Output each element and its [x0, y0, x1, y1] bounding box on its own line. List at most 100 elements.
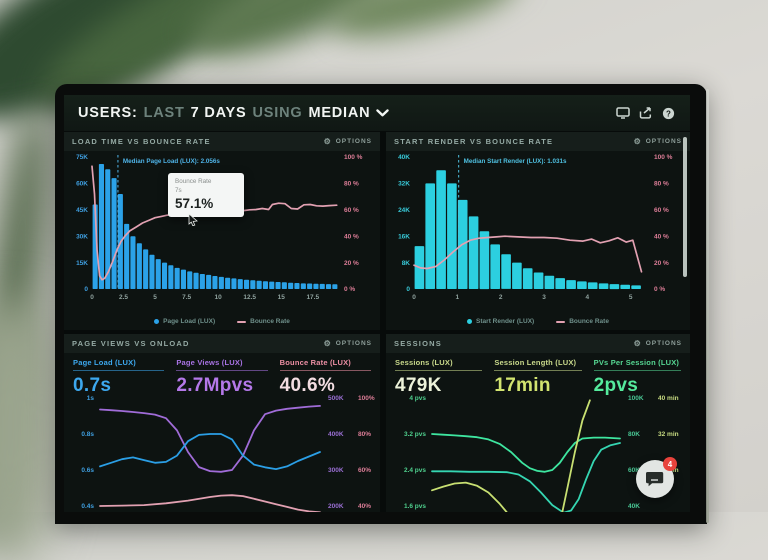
pageviews_onload-canvas: 1s 500K 100% 0.8s 400K 80% 0.6s 300K 60% 0.4s 200K… — [81, 395, 375, 512]
histogram-bar — [522, 268, 533, 289]
panel-title: LOAD TIME VS BOUNCE RATE — [72, 137, 211, 146]
legend-item[interactable]: Start Render (LUX) — [467, 318, 534, 325]
histogram-bar — [136, 243, 142, 289]
axis-tick: 4 — [586, 294, 590, 301]
axis-tick: 45K — [76, 207, 88, 214]
metric-label: Session Length (LUX) — [494, 358, 577, 367]
chat-widget-button[interactable]: 4 — [636, 457, 677, 498]
options-button[interactable]: ⚙ OPTIONS — [634, 339, 682, 348]
options-button[interactable]: ⚙ OPTIONS — [324, 339, 372, 348]
axis-tick: 1s — [87, 395, 95, 402]
histogram-bar — [436, 170, 446, 289]
legend-item[interactable]: Bounce Rate — [237, 318, 290, 325]
axis-tick: 16K — [398, 233, 410, 240]
axis-tick: 2 — [499, 294, 503, 301]
axis-tick: 80 % — [654, 181, 669, 188]
histogram-bar — [111, 178, 117, 289]
histogram-bar — [288, 282, 294, 289]
header-icon-group: ? — [615, 106, 676, 121]
histogram-bar — [447, 183, 457, 289]
axis-tick: 60K — [76, 181, 88, 188]
histogram-bar — [180, 269, 186, 289]
panel-header: PAGE VIEWS VS ONLOAD ⚙ OPTIONS — [64, 334, 380, 353]
axis-tick: 75K — [76, 154, 88, 161]
axis-tick: 30K — [76, 233, 88, 240]
metric-page-views: Page Views (LUX) 2.7Mpvs — [176, 358, 268, 396]
histogram-bar — [244, 279, 250, 289]
axis-tick: 0 — [84, 286, 88, 293]
axis-tick: 3 — [542, 294, 546, 301]
metric-value: 17min — [494, 375, 551, 396]
histogram-bar — [313, 283, 319, 289]
laptop-bezel: USERS: LAST 7 DAYS USING MEDIAN — [55, 84, 709, 524]
histogram-bar — [250, 280, 256, 289]
metric-label: Page Views (LUX) — [176, 358, 243, 367]
histogram-bar — [105, 169, 111, 289]
histogram-bar — [206, 274, 212, 289]
panel-start-render: START RENDER VS BOUNCE RATE ⚙ OPTIONS 40… — [386, 132, 690, 330]
gear-icon: ⚙ — [633, 136, 642, 146]
options-label: OPTIONS — [335, 138, 372, 145]
axis-tick: 1.6 pvs — [404, 503, 426, 510]
axis-tick: 100 % — [654, 154, 673, 161]
bounce-rate-line — [413, 235, 643, 273]
axis-tick: 60 % — [344, 207, 359, 214]
series-line — [431, 433, 621, 473]
load-time-chart: Bounce Rate 7s 57.1% 75K 60K 45K 30K 15K 0 100… — [64, 151, 380, 308]
legend-item[interactable]: Bounce Rate — [556, 318, 609, 325]
chevron-down-icon[interactable] — [376, 109, 390, 117]
axis-tick: 0.4s — [81, 503, 94, 510]
legend-label: Bounce Rate — [250, 318, 290, 325]
svg-text:?: ? — [666, 109, 671, 118]
axis-tick: 300K — [328, 467, 344, 474]
histogram-bar — [174, 267, 180, 289]
histogram-bar — [326, 284, 332, 289]
metric-divider — [395, 370, 483, 371]
panel-page-views: PAGE VIEWS VS ONLOAD ⚙ OPTIONS Page Load… — [64, 334, 380, 512]
share-icon[interactable] — [638, 106, 653, 121]
mouse-cursor-icon — [188, 214, 198, 226]
title-median: MEDIAN — [308, 105, 371, 121]
metric-sessions: Sessions (LUX) 479K — [395, 358, 483, 396]
axis-tick: 60% — [358, 467, 371, 474]
histogram-bar — [479, 231, 490, 290]
axis-tick: 100K — [628, 395, 644, 402]
axis-tick: 100% — [358, 395, 375, 402]
display-icon[interactable] — [615, 106, 630, 121]
options-button[interactable]: ⚙ OPTIONS — [324, 137, 372, 146]
axis-tick: 12.5 — [243, 294, 256, 301]
histogram-bar — [237, 279, 243, 289]
axis-tick: 60 % — [654, 207, 669, 214]
start_render-canvas: 40K 32K 24K 16K 8K 0 100 % 80 % 60 % 40 % 20 % 0 % 0… — [398, 154, 673, 301]
axis-tick: 40 % — [654, 233, 669, 240]
axis-tick: 20 % — [344, 260, 359, 267]
legend-item[interactable]: Page Load (LUX) — [154, 318, 215, 325]
histogram-bar — [533, 272, 544, 289]
histogram-bar — [566, 280, 576, 289]
axis-tick: 2.5 — [119, 294, 128, 301]
options-button[interactable]: ⚙ OPTIONS — [633, 136, 682, 146]
vertical-scrollbar[interactable] — [683, 137, 687, 277]
metric-divider — [494, 370, 582, 371]
histogram-bar — [620, 284, 630, 289]
axis-tick: 1 — [456, 294, 460, 301]
axis-tick: 200K — [328, 503, 344, 510]
axis-tick: 7.5 — [182, 294, 191, 301]
help-icon[interactable]: ? — [661, 106, 676, 121]
legend-label: Bounce Rate — [569, 318, 609, 325]
tooltip-subtitle: 7s — [175, 186, 182, 194]
panel-load-time: LOAD TIME VS BOUNCE RATE ⚙ OPTIONS Bounc… — [64, 132, 380, 330]
axis-tick: 60K — [628, 467, 640, 474]
axis-tick: 0 % — [344, 286, 355, 293]
metric-label: PVs Per Session (LUX) — [593, 358, 680, 367]
metric-bounce-rate: Bounce Rate (LUX) 40.6% — [279, 358, 371, 396]
panel-header: SESSIONS ⚙ OPTIONS — [386, 334, 690, 353]
metric-divider — [279, 370, 371, 371]
histogram-bar — [332, 284, 338, 289]
median-annotation: Median Start Render (LUX): 1.031s — [464, 158, 567, 165]
panel-title: START RENDER VS BOUNCE RATE — [394, 137, 554, 146]
metric-label: Sessions (LUX) — [395, 358, 453, 367]
axis-tick: 10 — [215, 294, 223, 301]
median-annotation: Median Page Load (LUX): 2.056s — [123, 158, 220, 165]
axis-tick: 20 % — [654, 260, 669, 267]
